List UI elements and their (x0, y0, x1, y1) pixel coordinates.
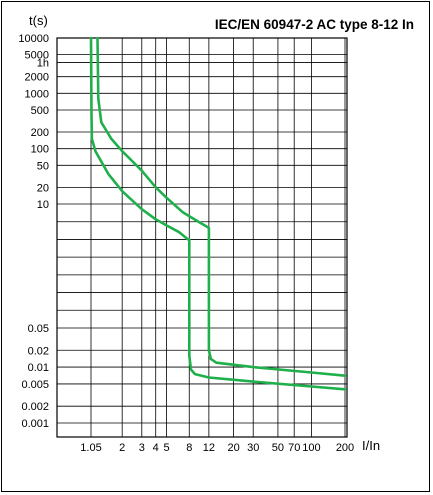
y-tick-label: 2000 (25, 72, 49, 84)
x-axis-label: I/In (362, 438, 380, 453)
y-tick-label: 500 (31, 105, 49, 117)
trip-curve-1 (89, 36, 347, 391)
x-tick-label: 30 (247, 442, 259, 454)
series-layer (89, 36, 347, 391)
y-tick-label: 0.01 (28, 362, 49, 374)
x-tick-label: 20 (227, 442, 239, 454)
x-tick-label: 50 (272, 442, 284, 454)
y-tick-label: 0.002 (21, 401, 49, 413)
x-tick-label: 2 (119, 442, 125, 454)
x-tick-label: 12 (203, 442, 215, 454)
y-tick-label: 200 (31, 127, 49, 139)
x-tick-label: 70 (288, 442, 300, 454)
y-tick-label: 0.05 (28, 323, 49, 335)
x-tick-label: 100 (302, 442, 320, 454)
y-tick-label: 20 (37, 182, 49, 194)
y-tick-label: 100 (31, 144, 49, 156)
y-axis-label: t(s) (29, 13, 48, 28)
y-tick-label: 0.005 (21, 379, 49, 391)
y-tick-label: 10 (37, 199, 49, 211)
y-tick-label: 0.001 (21, 418, 49, 430)
y-tick-label: 50 (37, 160, 49, 172)
chart-title: IEC/EN 60947-2 AC type 8-12 In (215, 17, 414, 32)
x-tick-label: 3 (139, 442, 145, 454)
y-tick-label: 1000 (25, 88, 49, 100)
x-tick-label: 1.05 (80, 442, 101, 454)
x-tick-label: 200 (336, 442, 354, 454)
y-tick-label: 0.02 (28, 345, 49, 357)
y-tick-label: 10000 (18, 33, 49, 45)
x-tick-label: 8 (186, 442, 192, 454)
y-tick-label: 5000 (25, 50, 49, 62)
x-tick-label: 5 (163, 442, 169, 454)
trip-curve-2 (96, 36, 347, 377)
y-tick-label: 1h (37, 58, 49, 70)
x-tick-label: 4 (153, 442, 159, 454)
